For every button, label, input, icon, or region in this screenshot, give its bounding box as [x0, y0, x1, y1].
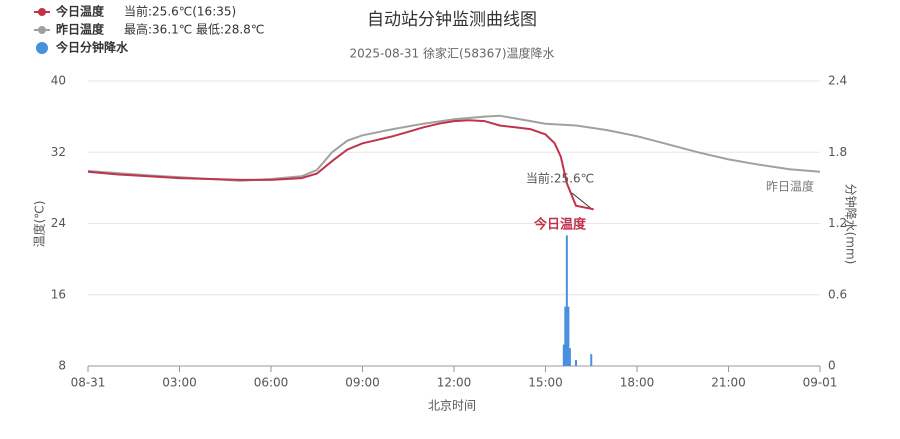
legend-marker — [38, 8, 46, 16]
x-tick-label: 21:00 — [711, 376, 746, 390]
y-tick-label: 24 — [51, 216, 66, 230]
y2-axis-label: 分钟降水(mm) — [844, 184, 859, 265]
legend-note: 当前:25.6℃(16:35) — [124, 4, 236, 19]
x-axis-label: 北京时间 — [428, 399, 476, 413]
legend-label: 昨日温度 — [56, 22, 105, 37]
legend-marker — [36, 42, 48, 54]
y2-tick-label: 2.4 — [828, 74, 847, 88]
precip-bar — [565, 235, 568, 366]
annotation: 今日温度 — [533, 217, 587, 233]
x-tick-label: 08-31 — [71, 376, 106, 390]
y-axis-label: 温度(℃) — [32, 201, 47, 248]
legend-marker — [38, 26, 46, 34]
x-tick-label: 12:00 — [437, 376, 472, 390]
precip-bar — [568, 348, 571, 366]
y-tick-label: 16 — [51, 287, 66, 301]
x-tick-label: 15:00 — [528, 376, 563, 390]
precip-bar — [575, 360, 577, 366]
y2-tick-label: 1.8 — [828, 145, 847, 159]
x-tick-label: 09:00 — [345, 376, 380, 390]
x-tick-label: 18:00 — [620, 376, 655, 390]
x-tick-label: 03:00 — [162, 376, 197, 390]
y-tick-label: 32 — [51, 145, 66, 159]
annotation: 当前:25.6℃ — [526, 171, 594, 186]
precip-bar — [567, 306, 570, 366]
x-tick-label: 06:00 — [254, 376, 289, 390]
y2-tick-label: 0 — [828, 359, 836, 373]
annotation: 昨日温度 — [766, 179, 814, 194]
y-tick-label: 8 — [58, 359, 66, 373]
line-series — [87, 114, 821, 182]
precip-bar — [562, 344, 565, 366]
precip-bar — [590, 354, 593, 366]
chart-title: 自动站分钟监测曲线图 — [367, 10, 537, 30]
legend-label: 今日分钟降水 — [55, 40, 129, 55]
current-pointer — [571, 192, 594, 211]
legend-label: 今日温度 — [55, 4, 105, 19]
legend-note: 最高:36.1℃ 最低:28.8℃ — [124, 22, 264, 37]
x-tick-label: 09-01 — [803, 376, 838, 390]
precip-bar — [564, 306, 567, 366]
y-tick-label: 40 — [51, 74, 66, 88]
y2-tick-label: 0.6 — [828, 287, 847, 301]
line-series — [87, 119, 594, 211]
chart-subtitle: 2025-08-31 徐家汇(58367)温度降水 — [349, 46, 554, 61]
y2-tick-label: 1.2 — [828, 216, 847, 230]
